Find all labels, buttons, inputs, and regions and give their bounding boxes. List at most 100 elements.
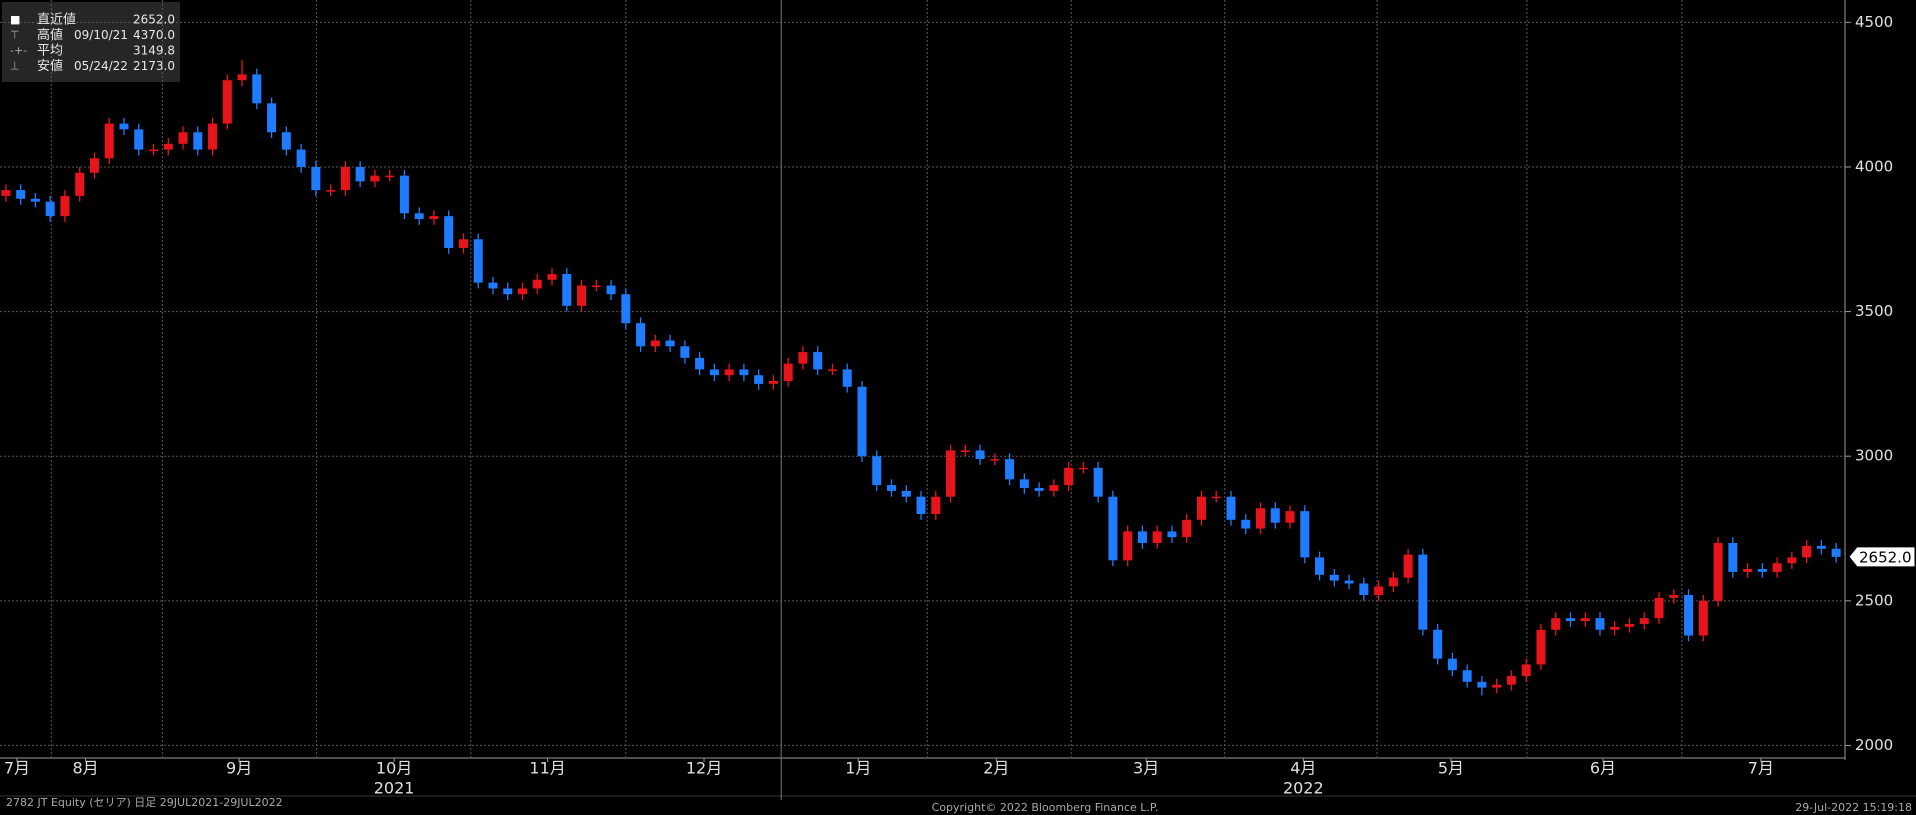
candle-body [1256,508,1266,529]
candle-body [1610,626,1620,630]
candle-body [75,172,85,196]
candle-body [163,143,173,150]
candle-body [518,288,528,295]
candle-body [1536,629,1546,665]
candle-body [1019,479,1029,489]
candle-body [577,285,587,306]
legend-glyph: ■ [10,13,20,26]
legend-box [2,2,180,82]
x-tick-label: 12月 [686,759,722,778]
candle-body [1388,577,1398,587]
x-tick-label: 10月 [376,759,412,778]
candle-body [488,282,498,289]
candle-body [340,166,350,191]
x-tick-label: 11月 [529,759,565,778]
x-tick-label: 6月 [1590,759,1616,778]
x-tick-label: 2月 [983,759,1009,778]
candle-body [1374,586,1384,596]
candle-body [1418,554,1428,630]
candle-body [532,279,542,289]
candle-body [1403,554,1413,578]
candle-body [1167,531,1177,538]
candle-body [119,123,129,130]
y-tick-label: 4500 [1855,13,1893,31]
candle-body [1226,496,1236,520]
candle-body [45,201,55,217]
candle-body [237,74,247,81]
candle-body [695,357,705,370]
x-tick-label: 9月 [226,759,252,778]
candle-body [1743,569,1753,572]
candle-body [311,166,321,191]
candle-body [650,340,660,347]
candle-body [1064,467,1074,486]
candle-body [1639,618,1649,624]
x-tick-label: 8月 [73,759,99,778]
candle-body [1359,583,1369,596]
candle-body [1816,545,1826,549]
candle-body [724,369,734,376]
candle-body [768,381,778,384]
candle-body [1078,467,1088,470]
candle-body [1123,531,1133,561]
footer-left: 2782 JT Equity (セリア) 日足 29JUL2021-29JUL2… [6,796,283,809]
candle-body [636,323,646,347]
legend-label: 安値 [37,58,63,74]
last-price-tag [1848,546,1916,568]
candle-body [208,123,218,150]
candle-body [193,132,203,150]
candle-body [370,175,380,182]
candle-body [1654,597,1664,619]
candle-body [1492,684,1502,688]
candle-body [1108,496,1118,561]
x-tick-label: 4月 [1290,759,1316,778]
candle-body [783,363,793,381]
candle-body [1315,557,1325,575]
candle-body [1152,531,1162,543]
candle-body [1182,519,1192,538]
candle-body [1137,531,1147,543]
candle-body [252,74,262,104]
candle-body [1713,542,1723,601]
candle-body [149,149,159,152]
candle-body [547,273,557,280]
candle-body [680,346,690,358]
x-tick-label: 7月 [1748,759,1774,778]
candle-body [946,450,956,497]
candle-body [89,158,99,173]
candle-body [1,190,11,196]
candle-body [1831,548,1841,557]
legend-glyph: ⊤ [10,29,20,42]
candle-body [414,213,424,220]
candle-body [222,80,232,124]
y-tick-label: 3000 [1855,447,1893,465]
year-label: 2022 [1283,779,1324,798]
legend-date: 09/10/21 [74,28,128,42]
legend-value: 4370.0 [133,28,175,42]
candle-body [1329,574,1339,581]
candle-body [1595,618,1605,630]
candle-body [621,294,631,324]
candle-body [709,369,719,376]
y-tick-label: 4000 [1855,157,1893,175]
candle-body [872,456,882,486]
candle-body [399,175,409,214]
candle-body [1462,670,1472,682]
y-tick-label: 2000 [1855,736,1893,754]
x-tick-label: 7月 [4,759,30,778]
legend-value: 2173.0 [133,59,175,73]
candle-body [1285,511,1295,523]
candle-body [1551,618,1561,630]
candle-body [887,485,897,491]
candle-body [1049,485,1059,491]
candle-body [355,166,365,182]
candle-body [1433,629,1443,659]
candle-body [1300,511,1310,558]
legend-glyph: -+- [10,44,27,57]
candle-body [178,132,188,144]
candle-body [429,216,439,220]
candle-body [1698,600,1708,636]
